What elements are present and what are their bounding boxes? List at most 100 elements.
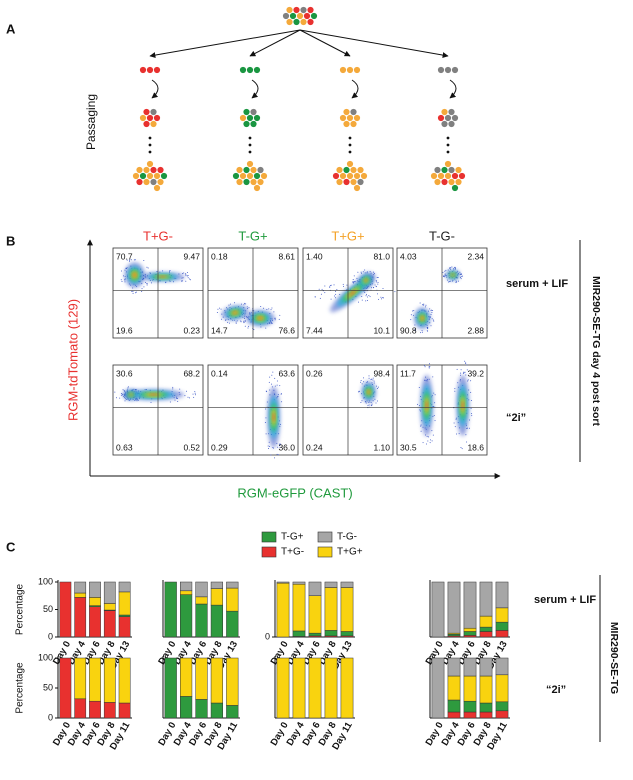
event (124, 279, 126, 281)
event (432, 310, 434, 312)
event (279, 314, 281, 316)
bar-segment (463, 627, 477, 632)
bar-segment (340, 581, 354, 588)
ellipsis-dot (446, 150, 450, 154)
event (368, 375, 370, 377)
cell (250, 166, 257, 174)
legend-swatch (317, 546, 333, 558)
event (266, 308, 268, 310)
event (457, 382, 459, 384)
cell (289, 12, 297, 20)
event (120, 394, 122, 396)
bar-segment (179, 594, 193, 638)
column-title: T+G- (143, 228, 173, 243)
event (423, 364, 425, 366)
event (134, 259, 136, 261)
event (360, 380, 362, 382)
legend-swatch (317, 531, 333, 543)
cell (332, 172, 340, 180)
event (169, 401, 171, 403)
event (421, 330, 423, 332)
density (348, 289, 357, 297)
event (465, 362, 467, 364)
bar-segment (59, 581, 72, 638)
cell (243, 108, 250, 116)
bar-segment (324, 630, 338, 637)
y-axis-title: Percentage (15, 583, 26, 635)
bar-segment (495, 581, 509, 609)
flow-plot: 4.03 2.34 90.8 2.88 (396, 247, 488, 339)
event (266, 401, 268, 403)
cell (458, 172, 466, 180)
event (374, 398, 376, 400)
event (240, 320, 242, 322)
bar-segment (292, 657, 306, 719)
bar-segment (103, 603, 116, 611)
event (378, 298, 380, 300)
quadrant-value: 0.14 (211, 368, 228, 378)
event (265, 408, 267, 410)
cell (343, 108, 350, 116)
row-label: serum + LIF (506, 278, 568, 290)
event (468, 389, 470, 391)
event (367, 405, 369, 407)
event (243, 304, 245, 306)
event (382, 297, 384, 299)
cell (455, 178, 462, 186)
event (370, 404, 372, 406)
cell (437, 66, 445, 74)
event (421, 331, 423, 333)
ellipsis-dot (148, 143, 152, 147)
event (464, 371, 466, 373)
bar-segment (195, 596, 208, 605)
event (471, 415, 473, 417)
cell (451, 114, 459, 122)
event (186, 272, 188, 274)
event (165, 281, 167, 283)
event (169, 270, 171, 272)
event (461, 448, 463, 450)
event (449, 268, 451, 270)
flow-plot: 11.7 39.2 30.5 18.6 (396, 360, 488, 456)
flow-plot: 70.7 9.47 19.6 0.23 (112, 247, 204, 339)
event (245, 303, 247, 305)
cell (243, 166, 250, 174)
column-title: T-G+ (238, 228, 267, 243)
y-tick-label: 100 (38, 576, 53, 586)
event (375, 281, 377, 283)
event (185, 275, 187, 277)
event (368, 294, 370, 296)
bar-segment (118, 591, 131, 616)
event (143, 286, 145, 288)
event (220, 308, 222, 310)
event (265, 417, 267, 419)
quadrant-value: 2.88 (467, 325, 484, 335)
quadrant-value: 8.61 (278, 251, 295, 261)
event (123, 390, 125, 392)
event (369, 296, 371, 298)
bar-segment (59, 657, 72, 719)
event (431, 430, 433, 432)
event (427, 326, 429, 328)
event (431, 318, 433, 320)
cell (243, 120, 250, 128)
legend-swatch (261, 531, 277, 543)
event (260, 326, 262, 328)
event (272, 371, 274, 373)
event (162, 270, 164, 272)
event (244, 320, 246, 322)
event (247, 327, 249, 329)
quadrant-value: 0.63 (116, 442, 133, 452)
event (244, 302, 246, 304)
event (420, 425, 422, 427)
cell (448, 120, 455, 128)
cell (339, 172, 347, 180)
bar-segment (479, 711, 493, 719)
bar-segment (463, 700, 477, 713)
event (468, 427, 470, 429)
event (414, 328, 416, 330)
cell (150, 178, 157, 186)
event (336, 289, 338, 291)
arrow (299, 29, 351, 57)
bar-segment (118, 657, 131, 704)
